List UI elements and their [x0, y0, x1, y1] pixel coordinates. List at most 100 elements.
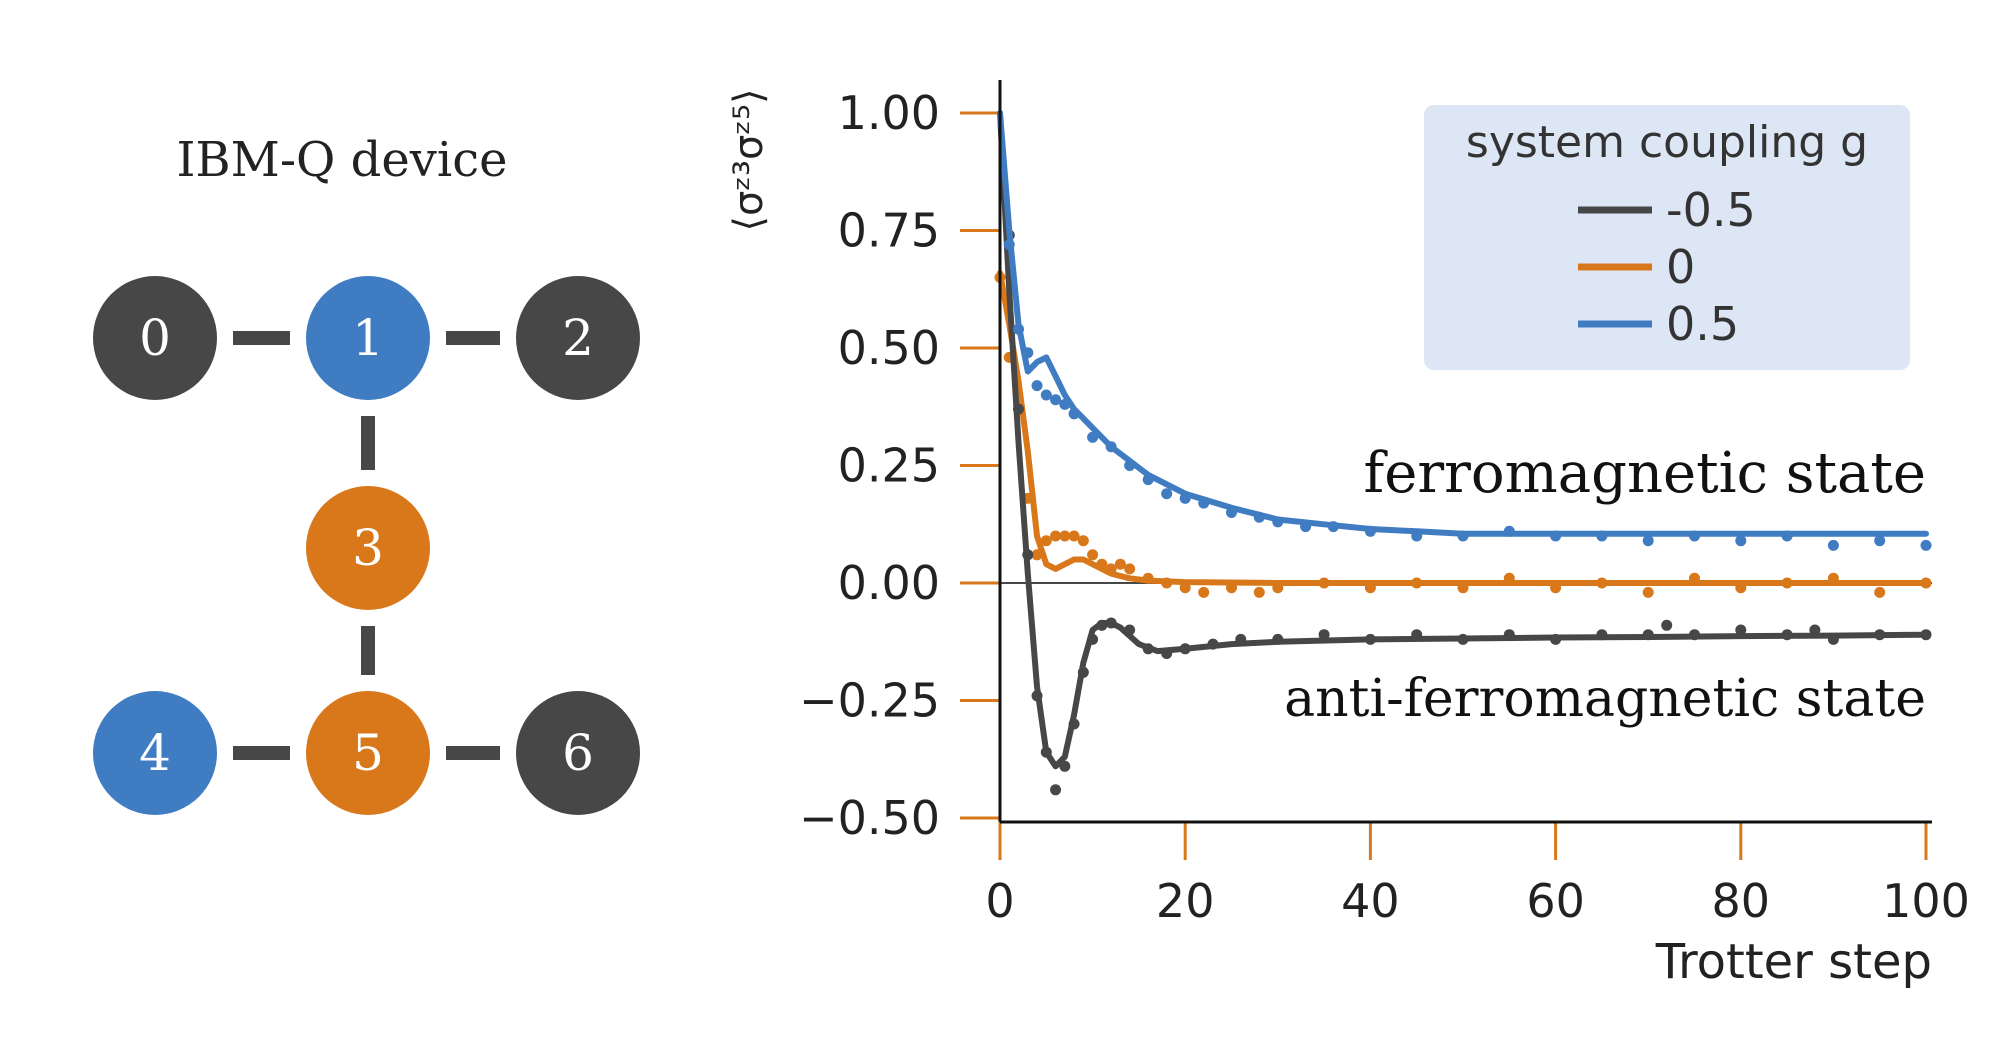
data-point — [1022, 549, 1034, 561]
data-point — [1300, 521, 1312, 533]
data-point — [1198, 586, 1210, 598]
data-point — [1124, 563, 1136, 575]
data-point — [1503, 572, 1515, 584]
qubit-node-0: 0 — [93, 276, 217, 400]
data-point — [1596, 629, 1608, 641]
y-axis-label: ⟨σᶻ³σᶻ⁵⟩ — [726, 88, 772, 231]
data-point — [1827, 572, 1839, 584]
data-point — [1827, 539, 1839, 551]
data-point — [1596, 577, 1608, 589]
qubit-label: 1 — [352, 309, 384, 367]
data-point — [1142, 572, 1154, 584]
data-point — [1781, 577, 1793, 589]
device-edges — [233, 331, 500, 760]
data-point — [1596, 530, 1608, 542]
annotation-ferromagnetic: ferromagnetic state — [1363, 441, 1926, 506]
y-tick-label: −0.50 — [799, 791, 940, 845]
qubit-circle — [93, 276, 217, 400]
data-point — [1253, 586, 1265, 598]
data-point — [1661, 619, 1673, 631]
data-point — [1457, 582, 1469, 594]
data-point — [1114, 558, 1126, 570]
x-tick-label: 0 — [985, 874, 1014, 928]
data-point — [1235, 633, 1247, 645]
qubit-node-2: 2 — [516, 276, 640, 400]
data-point — [1253, 511, 1265, 523]
legend-background — [1424, 105, 1910, 370]
data-point — [1550, 530, 1562, 542]
legend-items: -0.500.5 — [1578, 183, 1756, 351]
data-point — [1550, 633, 1562, 645]
data-point — [1040, 389, 1052, 401]
y-tick-label: 1.00 — [838, 86, 940, 140]
data-point — [1642, 629, 1654, 641]
data-point — [1364, 633, 1376, 645]
data-point — [1059, 760, 1071, 772]
y-tick-label: −0.25 — [799, 674, 940, 728]
data-point — [1689, 530, 1700, 542]
qubit-node-3: 3 — [306, 486, 430, 610]
x-tick-label: 40 — [1341, 874, 1400, 928]
data-point — [1920, 577, 1932, 589]
data-point — [1105, 617, 1117, 629]
data-point — [1105, 441, 1117, 453]
x-tick-label: 20 — [1156, 874, 1215, 928]
data-point — [1198, 497, 1210, 509]
device-graph: IBM-Q device 0 1 2 3 4 5 6 — [93, 132, 640, 815]
data-point — [1068, 718, 1080, 730]
data-point — [1096, 558, 1108, 570]
series-line — [997, 110, 1929, 537]
data-point — [1735, 582, 1747, 594]
data-point — [1050, 784, 1062, 796]
data-point — [1272, 516, 1284, 528]
qubit-circle — [516, 276, 640, 400]
qubit-node-4: 4 — [93, 691, 217, 815]
data-point — [1364, 582, 1376, 594]
device-title: IBM-Q device — [176, 132, 507, 188]
series-g--0.5 — [997, 110, 1932, 796]
qubit-circle — [93, 691, 217, 815]
data-point — [1087, 431, 1099, 443]
data-point — [1411, 629, 1423, 641]
data-point — [1781, 629, 1793, 641]
data-point — [1087, 549, 1099, 561]
data-point — [1272, 582, 1284, 594]
data-point — [1003, 239, 1015, 251]
data-point — [1642, 535, 1654, 547]
data-point — [1161, 488, 1173, 500]
data-point — [1642, 586, 1654, 598]
x-tick-label: 80 — [1712, 874, 1771, 928]
legend-label: -0.5 — [1666, 183, 1756, 237]
x-tick-label: 60 — [1526, 874, 1585, 928]
qubit-label: 2 — [562, 309, 594, 367]
data-point — [1364, 525, 1376, 537]
data-point — [1013, 403, 1025, 415]
data-point — [1059, 398, 1071, 410]
qubit-node-1: 1 — [306, 276, 430, 400]
y-ticks: −0.50 −0.25 0.00 0.25 0.50 0.75 1.00 — [799, 86, 1000, 845]
data-point — [1226, 507, 1237, 518]
data-point — [1179, 582, 1191, 594]
data-point — [1207, 638, 1219, 650]
data-point — [1327, 521, 1339, 533]
qubit-circle — [306, 276, 430, 400]
data-point — [1874, 586, 1886, 598]
data-point — [1031, 549, 1043, 561]
data-point — [1874, 535, 1886, 547]
data-point — [1105, 563, 1117, 575]
qubit-label: 5 — [352, 724, 384, 782]
qubit-label: 3 — [352, 519, 384, 577]
annotation-anti-ferromagnetic: anti-ferromagnetic state — [1284, 669, 1926, 729]
data-point — [1068, 408, 1080, 420]
data-point — [1068, 530, 1080, 542]
qubit-label: 0 — [139, 309, 171, 367]
data-point — [1022, 347, 1034, 359]
data-point — [1179, 643, 1191, 655]
x-axis-label: Trotter step — [1655, 934, 1932, 990]
qubit-circle — [306, 691, 430, 815]
data-point — [1040, 746, 1052, 758]
qubit-node-6: 6 — [516, 691, 640, 815]
data-point — [1920, 629, 1932, 641]
data-point — [1050, 394, 1062, 406]
